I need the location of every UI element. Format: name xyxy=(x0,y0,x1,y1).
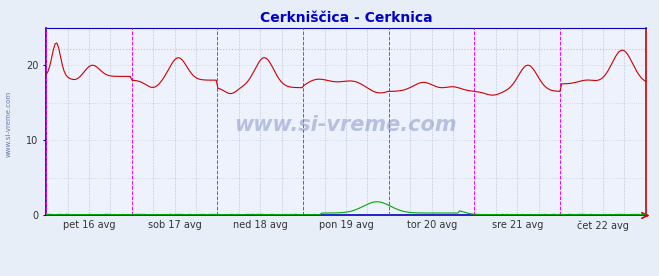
Text: www.si-vreme.com: www.si-vreme.com xyxy=(5,91,11,157)
Text: www.si-vreme.com: www.si-vreme.com xyxy=(235,115,457,135)
Title: Cerkniščica - Cerknica: Cerkniščica - Cerknica xyxy=(260,11,432,25)
